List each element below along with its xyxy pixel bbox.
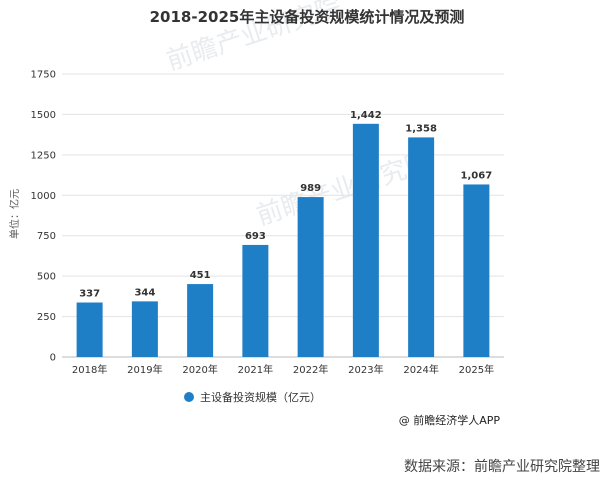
chart-title: 2018-2025年主设备投资规模统计情况及预测 <box>150 8 465 26</box>
watermark-middle: 前瞻产业研究院 <box>253 147 435 232</box>
y-tick-label: 1500 <box>31 110 56 121</box>
data-label: 1,358 <box>405 123 437 134</box>
x-axis-ticks: 2018年 2019年 2020年 2021年 2022年 2023年 2024年 2025年 <box>72 363 494 376</box>
x-tick-label: 2019年 <box>127 363 162 376</box>
legend-marker <box>184 392 194 402</box>
data-label: 451 <box>190 270 211 281</box>
x-tick-label: 2022年 <box>293 363 328 376</box>
data-label: 1,442 <box>350 110 382 121</box>
bar <box>408 137 435 357</box>
x-tick-label: 2025年 <box>459 363 494 376</box>
data-label: 344 <box>134 287 155 298</box>
y-tick-label: 750 <box>37 231 56 242</box>
y-tick-label: 0 <box>50 353 56 364</box>
bar <box>131 301 158 357</box>
data-label: 693 <box>245 231 266 242</box>
legend-label: 主设备投资规模（亿元） <box>200 390 321 404</box>
bar <box>187 284 214 357</box>
x-tick-label: 2021年 <box>238 363 273 376</box>
legend: 主设备投资规模（亿元） <box>184 390 321 404</box>
y-tick-label: 1750 <box>31 70 56 81</box>
x-tick-label: 2023年 <box>348 363 383 376</box>
credit-text: @ 前瞻经济学人APP <box>399 413 501 427</box>
y-axis-label: 单位：亿元 <box>8 189 21 239</box>
bar <box>463 184 490 357</box>
bar <box>352 123 379 357</box>
bars <box>76 123 490 357</box>
y-tick-label: 1000 <box>31 191 56 202</box>
data-label: 989 <box>300 183 321 194</box>
bar <box>242 244 269 357</box>
data-label: 1,067 <box>461 170 493 181</box>
data-label: 337 <box>79 289 100 300</box>
bar <box>76 302 103 357</box>
source-note: 数据来源：前瞻产业研究院整理 <box>404 458 600 475</box>
y-axis-ticks: 0 250 500 750 1000 1250 1500 1750 <box>31 70 56 364</box>
x-tick-label: 2020年 <box>182 363 217 376</box>
x-tick-label: 2024年 <box>403 363 438 376</box>
data-labels: 337 344 451 693 989 1,442 1,358 1,067 <box>79 110 492 300</box>
y-tick-label: 250 <box>37 312 56 323</box>
y-tick-label: 500 <box>37 272 56 283</box>
bar <box>297 197 324 357</box>
y-tick-label: 1250 <box>31 150 56 161</box>
x-tick-label: 2018年 <box>72 363 107 376</box>
